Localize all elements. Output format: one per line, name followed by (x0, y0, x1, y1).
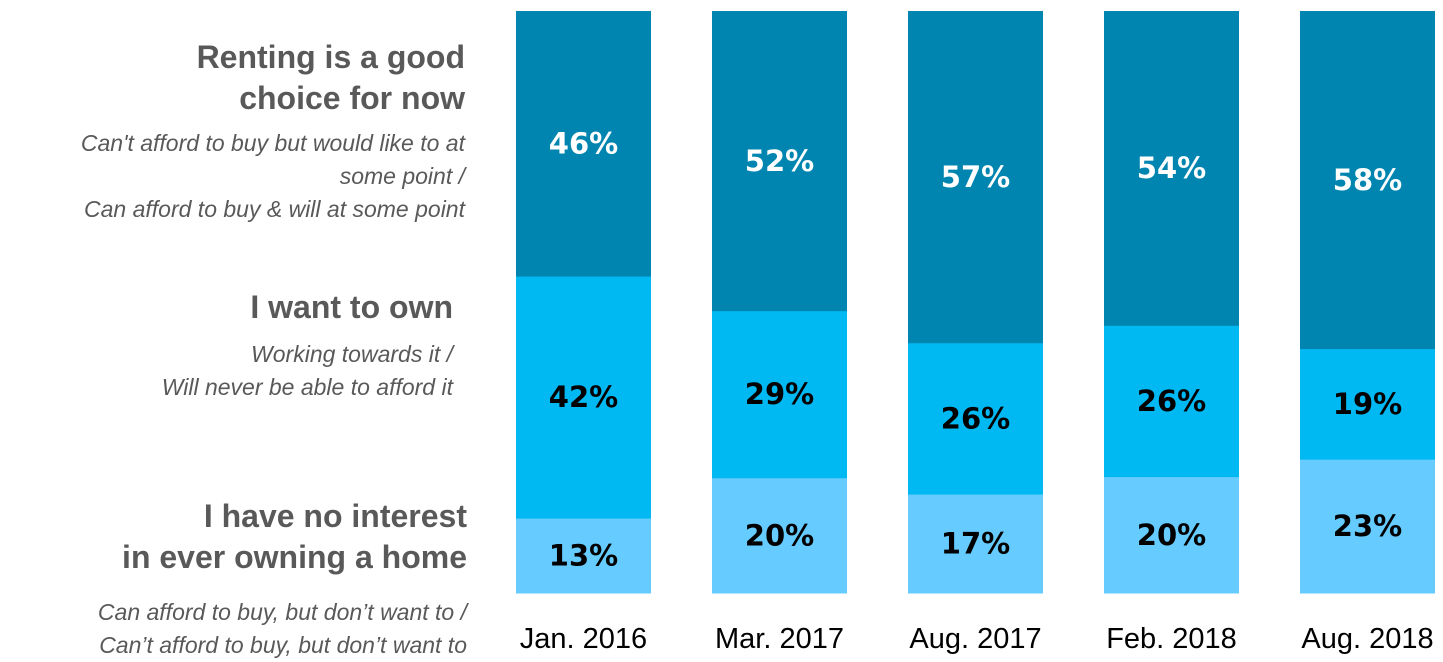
data-label-rent-2: 52% (745, 144, 814, 178)
data-label-none-2: 20% (745, 518, 814, 552)
legend-want-to-own: I want to own Working towards it / Will … (162, 287, 453, 404)
data-label-rent-3: 57% (941, 160, 1010, 194)
bar-segment-rent-3 (908, 11, 1043, 344)
bar-segment-own-5 (1300, 348, 1435, 460)
bar-segment-own-4 (1104, 325, 1239, 478)
data-label-own-2: 29% (745, 377, 814, 411)
legend-subtitle-no-interest: Can afford to buy, but don’t want to / C… (97, 599, 467, 658)
category-label-1: Jan. 2016 (520, 623, 647, 655)
bar-segment-own-2 (712, 310, 847, 479)
legend-no-interest: I have no interest in ever owning a home… (98, 496, 467, 662)
bar-segment-none-2 (712, 477, 847, 594)
category-label-2: Mar. 2017 (715, 623, 844, 655)
bar-segment-none-3 (908, 494, 1043, 594)
data-label-none-4: 20% (1137, 518, 1206, 552)
data-label-own-1: 42% (549, 380, 618, 414)
data-label-own-4: 26% (1137, 384, 1206, 418)
data-label-own-5: 19% (1333, 387, 1402, 421)
data-label-rent-5: 58% (1333, 163, 1402, 197)
bar-segment-none-4 (1104, 476, 1239, 594)
data-label-own-3: 26% (941, 401, 1010, 435)
bar-segment-own-3 (908, 342, 1043, 495)
data-label-rent-1: 46% (549, 127, 618, 161)
bar-segment-rent-4 (1104, 11, 1239, 326)
bar-segment-own-1 (516, 276, 651, 519)
bar-segment-rent-2 (712, 11, 847, 312)
bar-segment-none-1 (516, 518, 651, 594)
data-label-none-1: 13% (549, 539, 618, 573)
category-label-5: Aug. 2018 (1301, 623, 1433, 655)
legend-subtitle-renting: Can't afford to buy but would like to at… (80, 130, 465, 222)
bar-segment-none-5 (1300, 459, 1435, 594)
legend-title-no-interest: I have no interest in ever owning a home (122, 498, 467, 575)
category-label-4: Feb. 2018 (1106, 623, 1237, 655)
bar-segment-rent-1 (516, 11, 651, 277)
bar-segment-rent-5 (1300, 11, 1435, 350)
data-label-none-3: 17% (941, 527, 1010, 561)
legend-title-want-to-own: I want to own (250, 289, 453, 325)
data-label-rent-4: 54% (1137, 151, 1206, 185)
category-label-3: Aug. 2017 (909, 623, 1041, 655)
legend-renting: Renting is a good choice for now Can't a… (81, 37, 465, 226)
legend-title-renting: Renting is a good choice for now (196, 39, 465, 116)
legend-subtitle-want-to-own: Working towards it / Will never be able … (161, 341, 453, 400)
data-label-none-5: 23% (1333, 509, 1402, 543)
